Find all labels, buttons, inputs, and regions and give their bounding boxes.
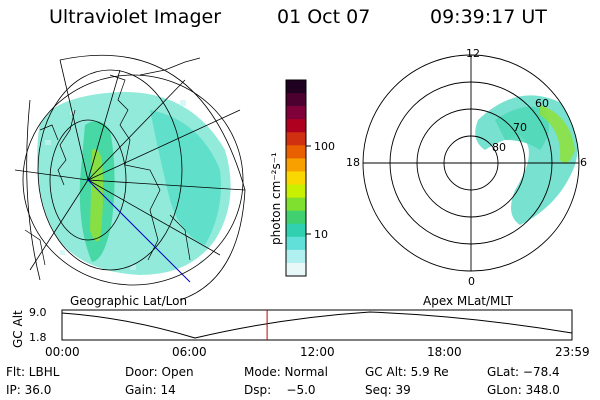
colorbar-unit-label: photon cm⁻²s⁻¹ (269, 152, 283, 245)
colorbar-swatch (286, 171, 306, 186)
mlt-label-0: 0 (468, 275, 475, 288)
colorbar-label-10: 10 (314, 228, 328, 241)
colorbar-swatch (286, 223, 306, 238)
polar-aurora-bright (495, 106, 549, 150)
polar-grid (362, 54, 580, 272)
mlt-label-12: 12 (466, 47, 480, 60)
colorbar-swatch (286, 249, 306, 264)
time-tick-1800: 18:00 (427, 345, 462, 359)
colorbar-swatch (286, 119, 306, 133)
altitude-plot (61, 309, 573, 341)
glat-readout: GLat: −78.4 (487, 365, 560, 379)
lat-lon-grid (14, 54, 246, 301)
time-tick-0000: 00:00 (45, 345, 80, 359)
colorbar-swatches (286, 80, 306, 277)
colorbar-swatch (286, 145, 306, 159)
color-scale-bar (285, 79, 311, 277)
aurora-dawn-region (150, 110, 221, 245)
mlat-label-70: 70 (513, 121, 527, 134)
magnetic-polar-plot (362, 54, 580, 272)
altitude-curve (61, 311, 573, 339)
time-tick-0600: 06:00 (172, 345, 207, 359)
colorbar-swatch (286, 236, 306, 251)
colorbar-frame (285, 79, 307, 277)
satellite-track-line (87, 179, 191, 283)
instrument-title: Ultraviolet Imager (49, 6, 222, 28)
altitude-axis-label: GC Alt (11, 310, 25, 348)
dsp-readout: Dsp: −5.0 (244, 383, 316, 397)
colorbar-swatch (286, 106, 306, 120)
mlat-label-80: 80 (492, 141, 506, 154)
altitude-ytick-max: 9.0 (29, 306, 47, 319)
earth-limb (22, 74, 244, 286)
colorbar-swatch (286, 210, 306, 225)
coastlines (24, 57, 201, 266)
filter-readout: Flt: LBHL (6, 365, 60, 379)
observation-time: 09:39:17 UT (430, 6, 547, 28)
mlt-label-6: 6 (580, 156, 587, 169)
colorbar-swatch (286, 158, 306, 172)
time-tick-2359: 23:59 (555, 345, 590, 359)
mlt-label-18: 18 (346, 156, 360, 169)
colorbar-label-100: 100 (314, 140, 335, 153)
door-readout: Door: Open (125, 365, 194, 379)
time-tick-1200: 12:00 (300, 345, 335, 359)
right-panel-caption: Apex MLat/MLT (423, 294, 513, 308)
gain-readout: Gain: 14 (125, 383, 176, 397)
seq-readout: Seq: 39 (365, 383, 411, 397)
glon-readout: GLon: 348.0 (487, 383, 560, 397)
colorbar-swatch (286, 93, 306, 107)
colorbar-swatch (286, 80, 306, 94)
geographic-image (14, 54, 246, 301)
colorbar-swatch (286, 184, 306, 199)
ip-readout: IP: 36.0 (6, 383, 52, 397)
colorbar-swatch (286, 262, 306, 277)
altitude-ytick-min: 1.8 (29, 331, 47, 344)
mode-readout: Mode: Normal (244, 365, 328, 379)
colorbar-swatch (286, 132, 306, 146)
colorbar-swatch (286, 197, 306, 212)
polar-aurora-peak (540, 105, 575, 164)
aurora-peak-band (90, 148, 104, 242)
altitude-plot-frame (61, 309, 573, 341)
gc-alt-readout: GC Alt: 5.9 Re (365, 365, 449, 379)
observation-date: 01 Oct 07 (277, 6, 371, 28)
left-panel-caption: Geographic Lat/Lon (70, 294, 188, 308)
mlat-label-60: 60 (535, 97, 549, 110)
